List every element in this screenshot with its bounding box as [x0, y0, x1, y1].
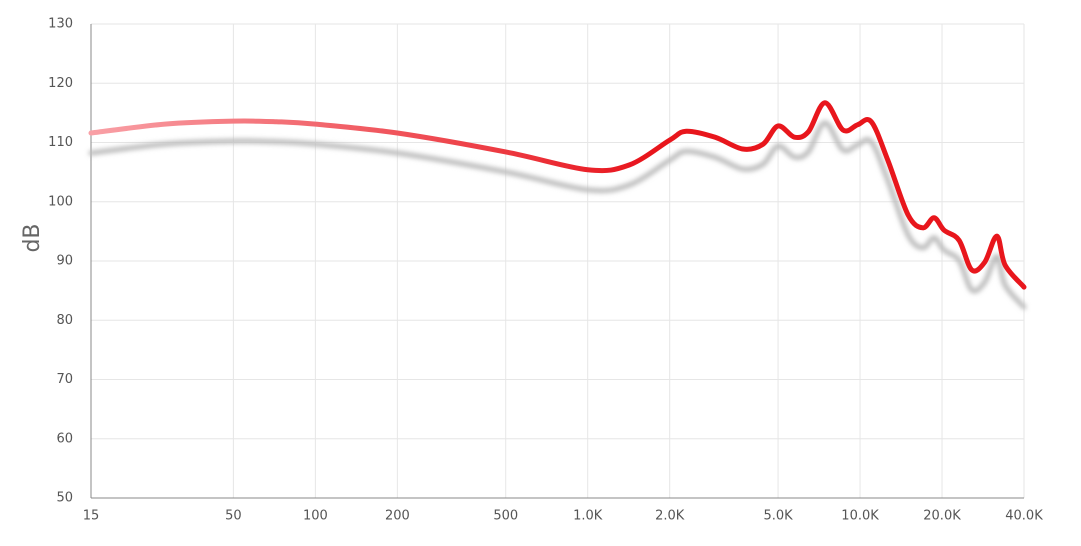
y-tick-label: 100 [48, 194, 73, 209]
y-tick-label: 70 [56, 372, 73, 387]
y-tick-label: 110 [48, 135, 73, 150]
x-tick-label: 200 [385, 509, 410, 524]
y-tick-label: 50 [56, 491, 73, 506]
y-tick-label: 90 [56, 254, 73, 269]
x-tick-label: 15 [83, 509, 100, 524]
y-tick-label: 60 [56, 431, 73, 446]
y-tick-label: 130 [48, 17, 73, 32]
y-tick-label: 80 [56, 313, 73, 328]
response-line [88, 100, 1027, 290]
x-tick-label: 2.0K [655, 509, 685, 524]
x-tick-label: 10.0K [841, 509, 879, 524]
x-tick-label: 5.0K [763, 509, 793, 524]
x-tick-label: 20.0K [923, 509, 961, 524]
y-tick-label: 120 [48, 76, 73, 91]
y-axis-title: dB [20, 223, 45, 252]
x-tick-label: 1.0K [573, 509, 603, 524]
x-tick-label: 50 [225, 509, 242, 524]
x-tick-label: 500 [493, 509, 518, 524]
x-tick-label: 40.0K [1005, 509, 1043, 524]
x-tick-label: 100 [303, 509, 328, 524]
